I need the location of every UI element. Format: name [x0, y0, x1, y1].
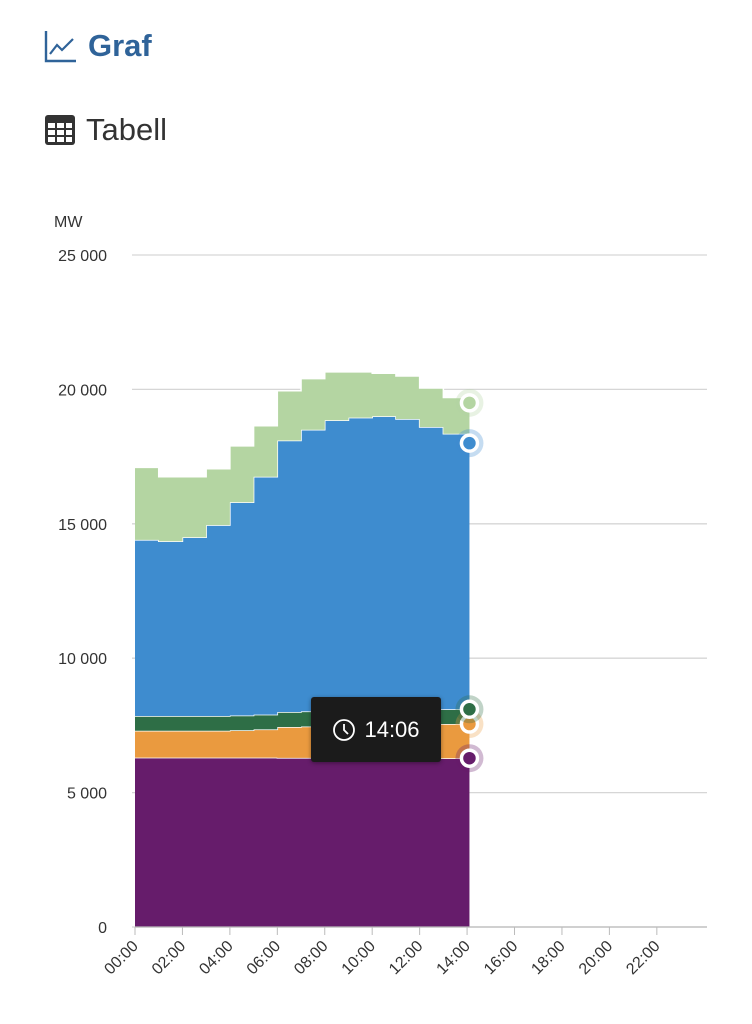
graph-view-label: Graf	[88, 28, 152, 63]
hover-marker	[459, 748, 480, 768]
area-series-4	[135, 371, 470, 542]
x-tick-label: 04:00	[196, 938, 236, 978]
hover-marker	[459, 699, 480, 720]
x-tick-label: 06:00	[244, 938, 284, 978]
y-tick-label: 25 000	[58, 248, 107, 265]
x-tick-label: 12:00	[386, 938, 426, 978]
area-series-0	[135, 757, 470, 927]
y-tick-label: 0	[98, 920, 107, 937]
table-icon	[45, 115, 75, 145]
clock-icon	[333, 718, 356, 741]
x-tick-label: 14:00	[434, 938, 474, 978]
area-series-edge-4	[135, 371, 470, 478]
hover-marker	[459, 393, 480, 413]
x-tick-label: 00:00	[101, 938, 141, 978]
table-view-label: Tabell	[86, 112, 167, 147]
time-tooltip: 14:06	[311, 697, 441, 762]
x-tick-label: 20:00	[576, 938, 616, 978]
x-tick-label: 16:00	[481, 938, 521, 978]
y-tick-label: 10 000	[58, 651, 107, 668]
graph-view-button[interactable]: Graf	[44, 28, 152, 64]
hover-marker	[459, 433, 480, 453]
x-tick-label: 08:00	[291, 938, 331, 978]
y-tick-label: 15 000	[58, 517, 107, 534]
tooltip-time: 14:06	[364, 716, 420, 742]
y-tick-label: 5 000	[67, 786, 107, 803]
y-axis-label: MW	[54, 214, 83, 231]
x-tick-label: 18:00	[528, 938, 568, 978]
line-chart-icon	[44, 31, 76, 63]
x-tick-label: 10:00	[339, 938, 379, 978]
table-view-button[interactable]: Tabell	[44, 112, 167, 148]
y-tick-label: 20 000	[58, 382, 107, 399]
x-tick-label: 02:00	[149, 938, 189, 978]
area-series-3	[135, 416, 470, 716]
x-tick-label: 22:00	[623, 938, 663, 978]
